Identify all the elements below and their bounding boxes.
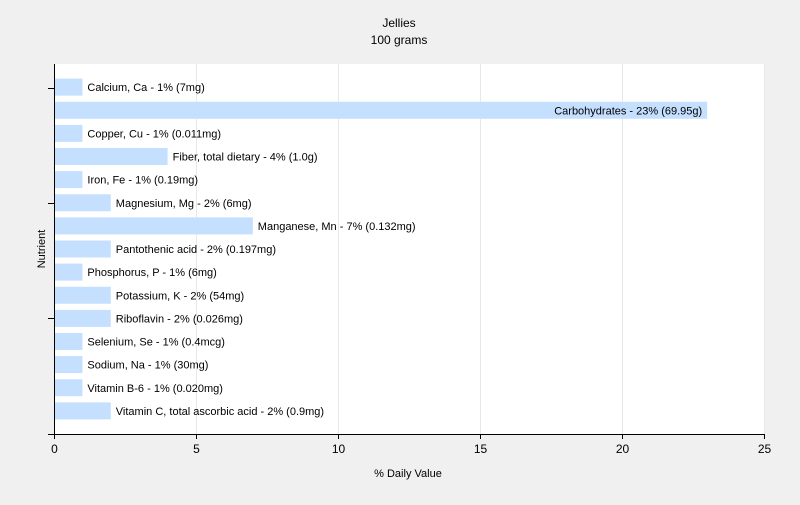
x-tick-label: 20	[616, 442, 630, 456]
bar	[55, 263, 83, 281]
bar-label: Calcium, Ca - 1% (7mg)	[87, 82, 204, 94]
bar	[55, 402, 111, 420]
bar	[55, 309, 111, 327]
bar-label: Selenium, Se - 1% (0.4mcg)	[87, 337, 225, 349]
bar	[55, 124, 83, 142]
x-axis-label: % Daily Value	[374, 468, 442, 480]
bar-label: Riboflavin - 2% (0.026mg)	[116, 313, 243, 325]
bar-label: Potassium, K - 2% (54mg)	[116, 290, 244, 302]
y-axis-label: Nutrient	[36, 230, 48, 269]
bar-label: Manganese, Mn - 7% (0.132mg)	[258, 221, 416, 233]
plot-background	[54, 64, 764, 434]
bar	[55, 379, 83, 397]
plot-area: Calcium, Ca - 1% (7mg) Carbohydrates - 23…	[48, 64, 771, 456]
chart-subtitle: 100 grams	[371, 33, 428, 47]
bar	[55, 78, 83, 96]
bar-label: Magnesium, Mg - 2% (6mg)	[116, 198, 252, 210]
bar	[55, 171, 83, 189]
bar	[55, 333, 83, 350]
x-tick-label: 0	[51, 442, 58, 456]
bar-label: Copper, Cu - 1% (0.011mg)	[87, 128, 221, 140]
chart-title: Jellies	[382, 16, 415, 30]
x-tick-label: 15	[474, 442, 488, 456]
bar-label: Phosphorus, P - 1% (6mg)	[87, 267, 216, 279]
x-tick-label: 5	[193, 442, 200, 456]
bar	[55, 356, 83, 374]
bar-label: Vitamin B-6 - 1% (0.020mg)	[87, 383, 223, 395]
bar-label: Vitamin C, total ascorbic acid - 2% (0.9…	[116, 406, 324, 418]
bar-label: Pantothenic acid - 2% (0.197mg)	[116, 244, 276, 256]
bar-label: Sodium, Na - 1% (30mg)	[87, 360, 208, 372]
bar	[55, 286, 111, 304]
bar	[55, 101, 708, 119]
bar-label: Carbohydrates - 23% (69.95g)	[554, 105, 702, 117]
x-tick-label: 10	[332, 442, 346, 456]
bar	[55, 194, 111, 212]
x-tick-label: 25	[758, 442, 772, 456]
bar-label: Iron, Fe - 1% (0.19mg)	[87, 175, 198, 187]
bar	[55, 217, 253, 235]
bar	[55, 148, 168, 165]
bar-label: Fiber, total dietary - 4% (1.0g)	[173, 152, 318, 164]
bar	[55, 240, 111, 258]
